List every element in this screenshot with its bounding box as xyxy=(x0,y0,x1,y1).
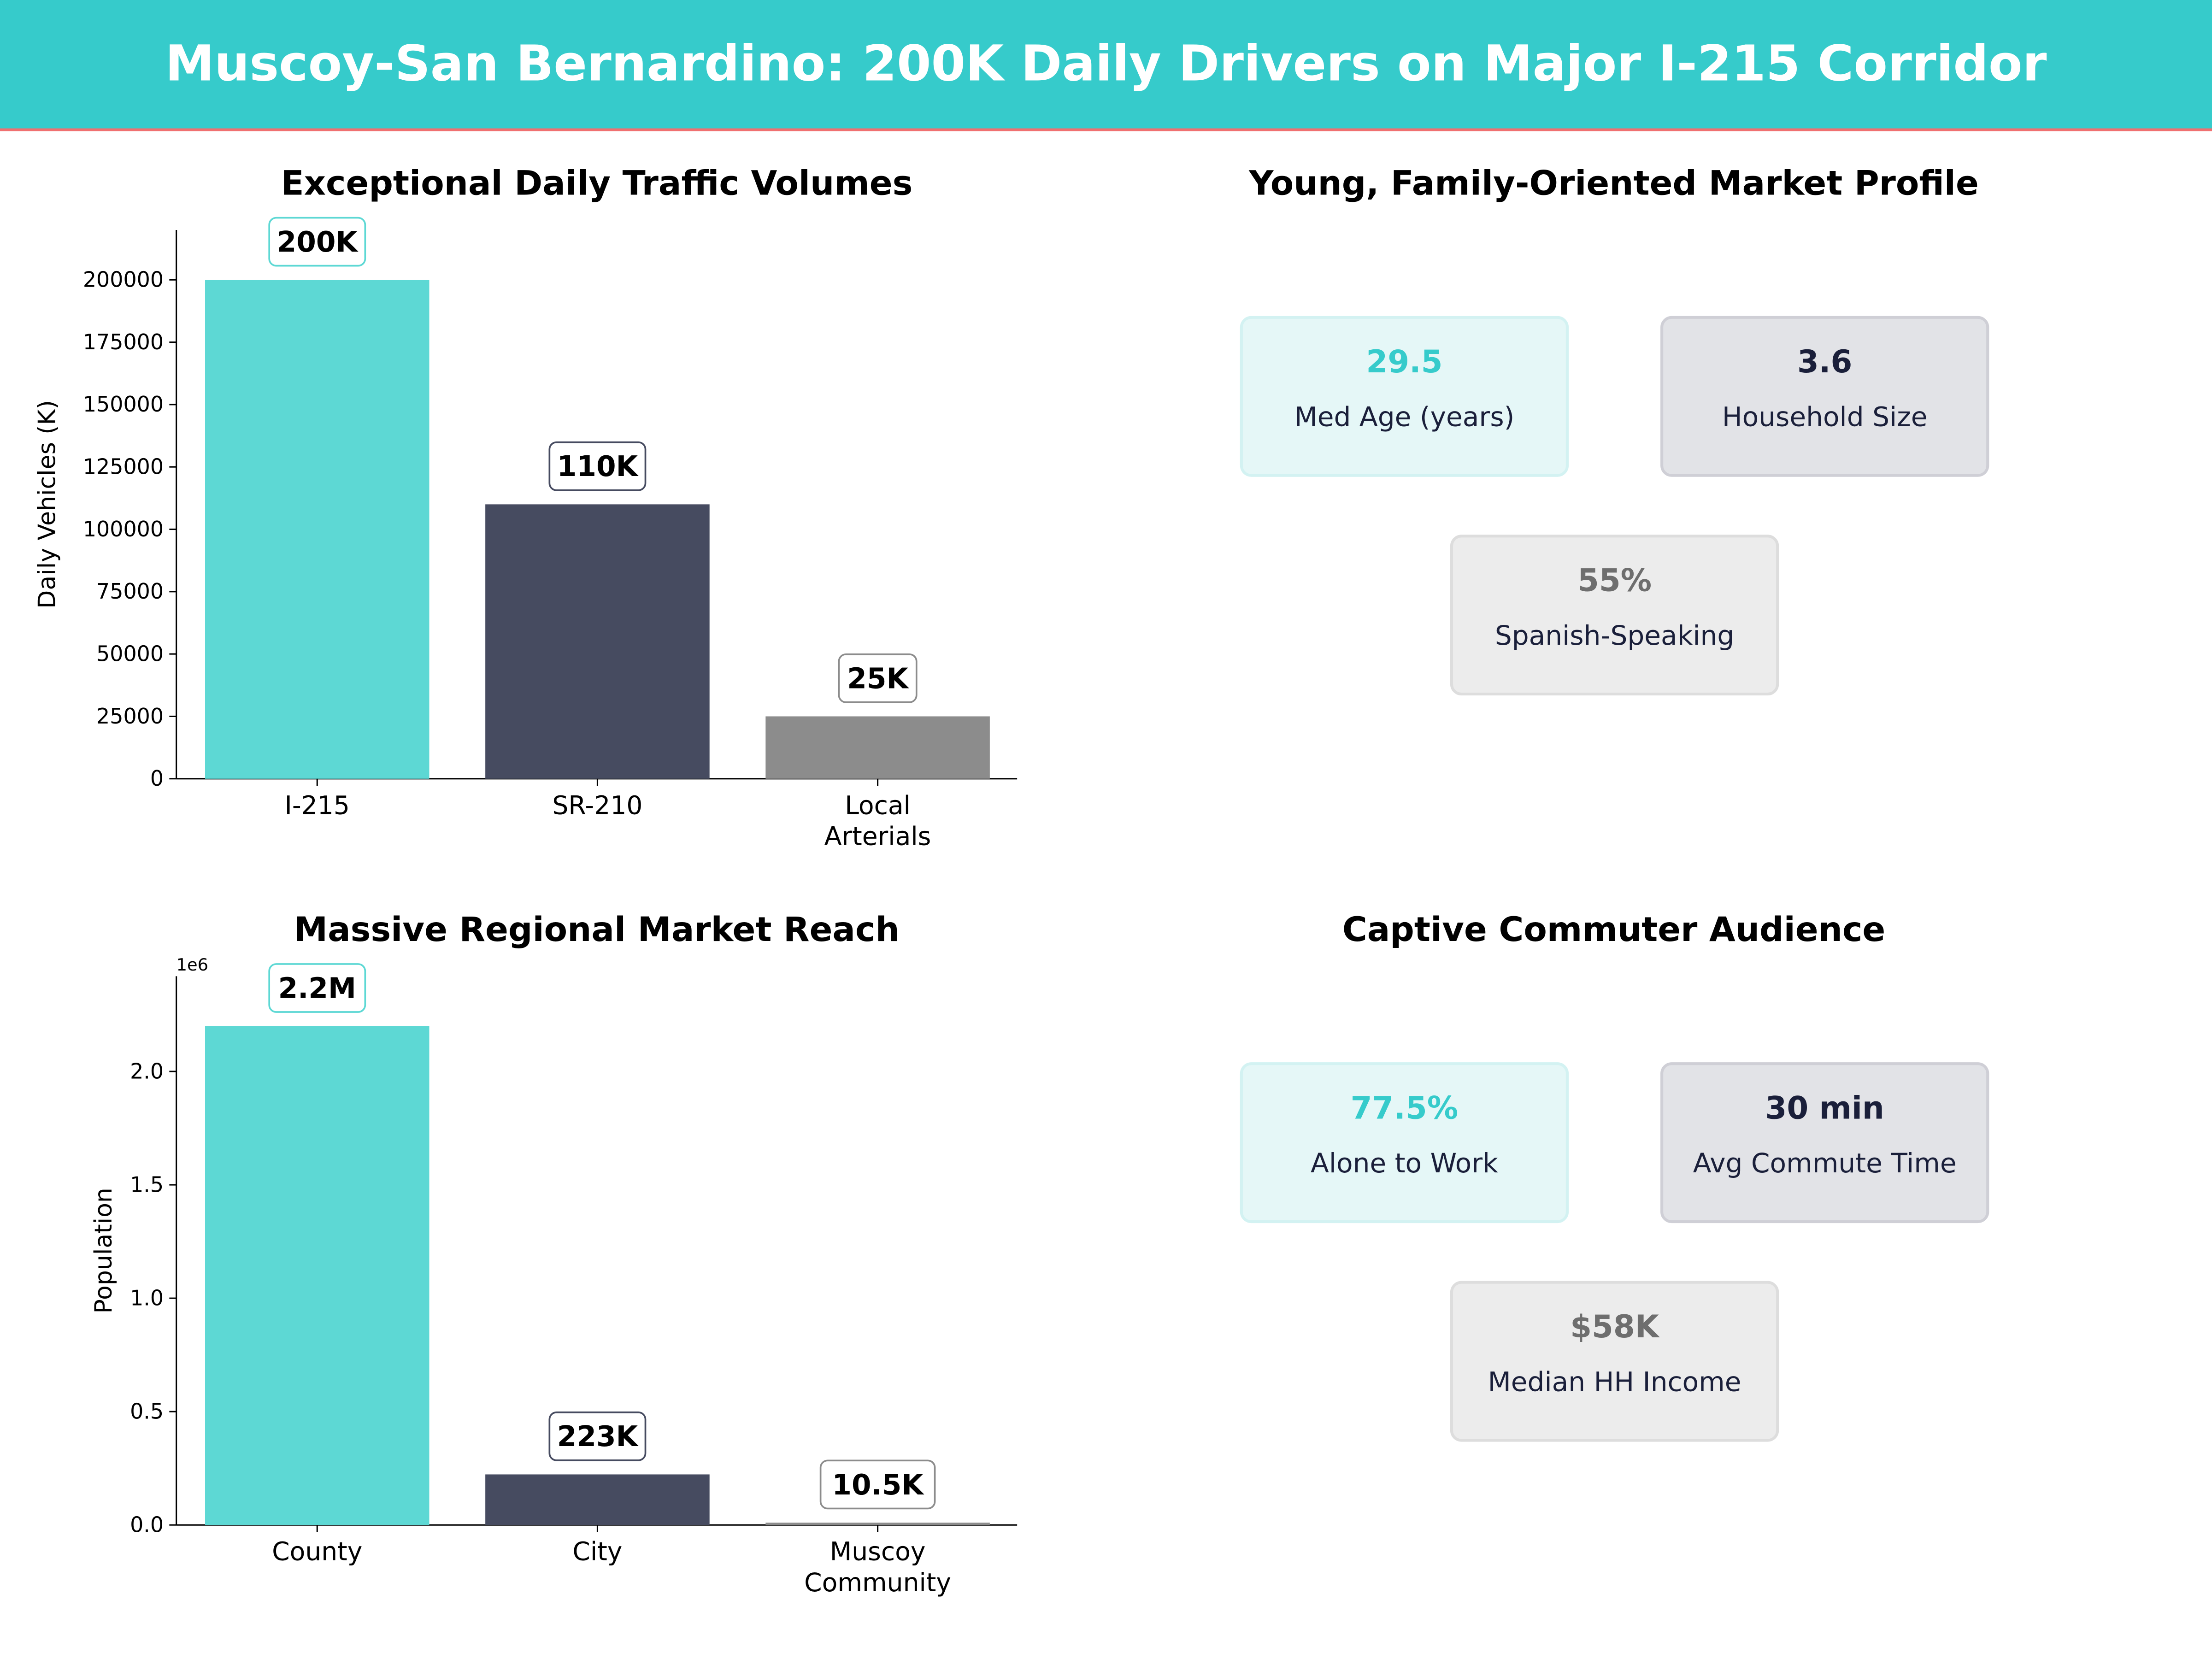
chart-title-market-reach: Massive Regional Market Reach xyxy=(294,910,900,949)
data-label-box xyxy=(838,653,918,703)
data-label: 110K xyxy=(557,450,639,483)
y-tick-label: 125000 xyxy=(83,454,164,479)
commuter-cards: 77.5% Alone to Work 30 min Avg Commute Time… xyxy=(1240,1062,1989,1442)
y-tick-label: 100000 xyxy=(83,517,164,541)
market-reach-bar-chart: 0.0 0.5 1.0 1.5 2.0 1e6 Population County 2.2M Ci… xyxy=(90,955,1018,1597)
bar xyxy=(205,280,429,779)
data-label-box xyxy=(268,217,366,267)
x-tick-label: County xyxy=(272,1537,362,1566)
stat-value: 29.5 xyxy=(1366,343,1442,380)
data-label: 2.2M xyxy=(278,972,356,1005)
y-tick-label: 150000 xyxy=(83,392,164,417)
header-bar xyxy=(0,0,2212,130)
panel-title-commuter: Captive Commuter Audience xyxy=(1342,910,1885,949)
stat-label: Median HH Income xyxy=(1488,1366,1741,1397)
stat-card: 29.5 Med Age (years) xyxy=(1240,316,1569,477)
y-tick-label: 1.0 xyxy=(130,1285,164,1310)
data-label: 223K xyxy=(557,1420,639,1453)
stat-label: Avg Commute Time xyxy=(1693,1147,1957,1179)
y-tick-label: 0.0 xyxy=(130,1512,164,1537)
chart-title-traffic: Exceptional Daily Traffic Volumes xyxy=(281,164,912,203)
y-tick-label: 75000 xyxy=(96,579,164,604)
stat-value: 30 min xyxy=(1765,1090,1884,1126)
stat-label: Alone to Work xyxy=(1311,1147,1498,1179)
stat-value: 3.6 xyxy=(1797,343,1852,380)
bar xyxy=(485,504,710,779)
x-tick-label: I-215 xyxy=(285,790,350,820)
y-tick-label: 25000 xyxy=(96,704,164,729)
traffic-bar-chart: 0 25000 50000 75000 100000 125000 150000 175000… xyxy=(33,217,1018,851)
stat-label: Med Age (years) xyxy=(1294,401,1515,432)
stat-card: 30 min Avg Commute Time xyxy=(1660,1062,1989,1224)
stat-label: Spanish-Speaking xyxy=(1495,620,1735,651)
stat-label: Household Size xyxy=(1722,401,1928,432)
y-tick-label: 2.0 xyxy=(130,1059,164,1083)
stat-card: 55% Spanish-Speaking xyxy=(1450,535,1779,696)
y-axis-label: Population xyxy=(90,1188,118,1313)
stat-card: 3.6 Household Size xyxy=(1660,316,1989,477)
data-label-box xyxy=(268,963,366,1013)
stat-value: 77.5% xyxy=(1351,1090,1459,1126)
bar xyxy=(765,716,990,779)
y-tick-label: 1.5 xyxy=(130,1172,164,1197)
data-label: 25K xyxy=(847,662,909,695)
data-label: 200K xyxy=(277,226,359,259)
header-accent-line xyxy=(0,128,2212,131)
data-label-box xyxy=(548,441,647,491)
x-tick-label: SR-210 xyxy=(552,790,642,820)
stat-card: 77.5% Alone to Work xyxy=(1240,1062,1569,1224)
data-label-box xyxy=(819,1459,936,1510)
data-label-box xyxy=(548,1411,647,1461)
stat-value: 55% xyxy=(1577,562,1652,599)
bar xyxy=(765,1523,990,1525)
y-axis-label: Daily Vehicles (K) xyxy=(33,400,61,609)
data-label: 10.5K xyxy=(832,1469,924,1501)
x-tick-label: Muscoy Community xyxy=(804,1537,951,1597)
market-profile-cards: 29.5 Med Age (years) 3.6 Household Size 55% S… xyxy=(1240,316,1989,696)
stat-value: $58K xyxy=(1570,1308,1660,1345)
page-title: Muscoy-San Bernardino: 200K Daily Driver… xyxy=(165,35,2047,92)
y-tick-label: 175000 xyxy=(83,329,164,354)
y-tick-label: 0 xyxy=(150,766,164,791)
bar xyxy=(485,1474,710,1525)
stat-card: $58K Median HH Income xyxy=(1450,1281,1779,1442)
x-tick-label: Local Arterials xyxy=(824,790,931,851)
y-tick-label: 0.5 xyxy=(130,1399,164,1424)
y-offset-label: 1e6 xyxy=(176,955,208,975)
y-tick-label: 200000 xyxy=(83,267,164,292)
y-tick-label: 50000 xyxy=(96,641,164,666)
panel-title-market-profile: Young, Family-Oriented Market Profile xyxy=(1248,164,1979,203)
x-tick-label: City xyxy=(572,1537,622,1566)
bar xyxy=(205,1026,429,1525)
